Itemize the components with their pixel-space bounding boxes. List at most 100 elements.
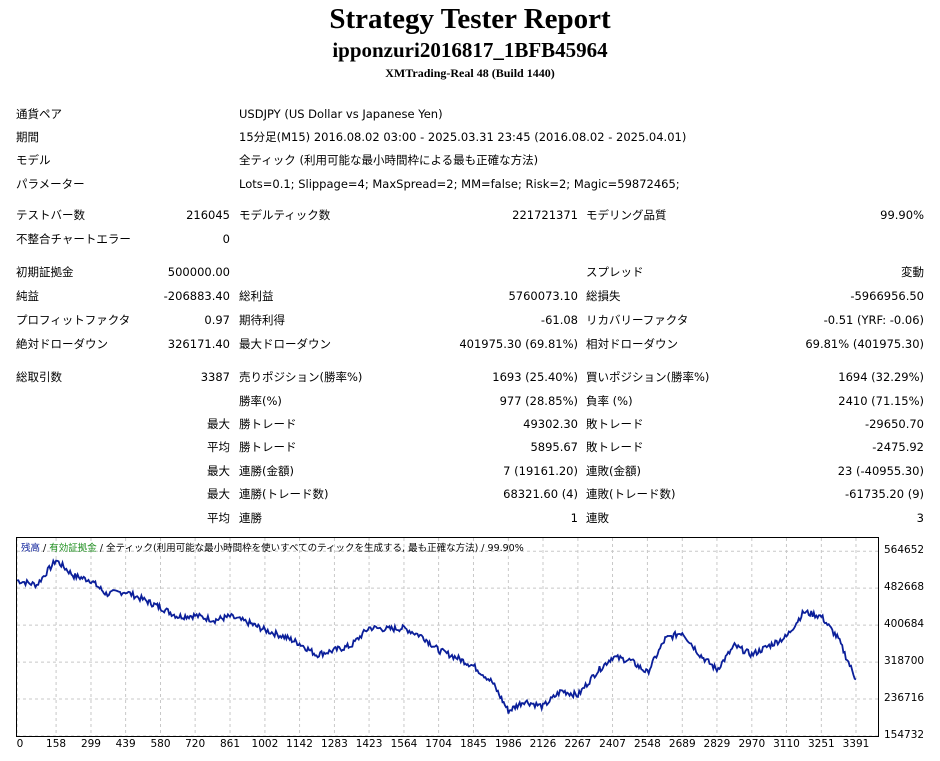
profit-factor-label: プロフィットファクタ: [16, 313, 131, 327]
model-label: モデル: [16, 153, 51, 167]
largest-loss-label: 敗トレード: [586, 417, 644, 431]
ticks-value: 221721371: [512, 208, 578, 222]
recovery-factor-label: リカバリーファクタ: [586, 313, 689, 327]
recovery-factor-value: -0.51 (YRF: -0.06): [823, 313, 924, 327]
absolute-drawdown-label: 絶対ドローダウン: [16, 337, 108, 351]
balance-series-line: [17, 558, 857, 714]
report-title: Strategy Tester Report: [329, 3, 611, 35]
y-tick-label: 318700: [884, 655, 925, 668]
y-tick-label: 236716: [884, 692, 925, 705]
x-tick-label: 2689: [668, 738, 696, 750]
x-tick-label: 3391: [842, 738, 870, 750]
y-tick-label: 154732: [884, 729, 925, 741]
gross-loss-label: 総損失: [586, 289, 621, 303]
consecutive-wins-amount-value: 7 (19161.20): [503, 464, 578, 478]
chart-legend: 残高 / 有効証拠金 / 全ティック(利用可能な最小時間枠を使いすべてのティック…: [21, 543, 524, 554]
period-label: 期間: [16, 130, 39, 144]
expected-payoff-value: -61.08: [540, 313, 578, 327]
net-profit-value: -206883.40: [163, 289, 230, 303]
pair-label: 通貨ペア: [16, 107, 62, 121]
x-tick-label: 158: [46, 738, 67, 750]
y-tick-label: 400684: [884, 618, 925, 631]
x-tick-label: 2829: [703, 738, 731, 750]
bars-label: テストバー数: [16, 208, 85, 222]
expected-payoff-label: 期待利得: [239, 313, 285, 327]
x-tick-label: 2267: [564, 738, 592, 750]
balance-chart: 残高 / 有効証拠金 / 全ティック(利用可能な最小時間枠を使いすべてのティック…: [16, 537, 879, 737]
server-build: XMTrading-Real 48 (Build 1440): [385, 66, 555, 80]
consecutive-wins-count-label: 連勝(トレード数): [239, 487, 329, 501]
x-tick-label: 2407: [599, 738, 626, 750]
maximal-drawdown-value: 401975.30 (69.81%): [459, 337, 578, 351]
deposit-label: 初期証拠金: [16, 265, 74, 279]
win-rate-label: 勝率(%): [239, 394, 282, 408]
relative-drawdown-value: 69.81% (401975.30): [805, 337, 924, 351]
y-tick-label: 564652: [884, 544, 925, 557]
gross-profit-label: 総利益: [239, 289, 274, 303]
x-tick-label: 2548: [634, 738, 661, 750]
profit-factor-value: 0.97: [204, 313, 230, 327]
gross-loss-value: -5966956.50: [850, 289, 924, 303]
ticks-label: モデルティック数: [239, 208, 331, 222]
largest-loss-value: -29650.70: [864, 417, 924, 431]
consecutive-losses-amount-value: 23 (-40955.30): [837, 464, 924, 478]
y-tick-label: 482668: [884, 581, 925, 594]
average-consecutive-wins-value: 1: [570, 511, 578, 525]
params-label: パラメーター: [16, 177, 85, 191]
average-prefix: 平均: [207, 440, 230, 454]
x-tick-label: 1423: [355, 738, 383, 750]
x-tick-label: 861: [219, 738, 241, 750]
consecutive-losses-count-label: 連敗(トレード数): [586, 487, 676, 501]
x-tick-label: 2970: [738, 738, 766, 750]
deposit-value: 500000.00: [167, 265, 230, 279]
expert-name: ipponzuri2016817_1BFB45964: [332, 38, 608, 62]
x-tick-label: 1845: [460, 738, 487, 750]
average-win-value: 5895.67: [530, 440, 578, 454]
total-trades-value: 3387: [200, 370, 230, 384]
consecutive-losses-amount-label: 連敗(金額): [586, 464, 641, 478]
x-tick-label: 439: [115, 738, 136, 750]
x-tick-label: 580: [150, 738, 171, 750]
x-tick-label: 3110: [773, 738, 800, 750]
bars-value: 216045: [186, 208, 230, 222]
legend-equity: 有効証拠金: [49, 543, 97, 554]
average-consecutive-losses-label: 連敗: [586, 511, 609, 525]
x-tick-label: 1564: [390, 738, 418, 750]
spread-value: 変動: [901, 265, 924, 279]
quality-label: モデリング品質: [586, 208, 667, 222]
legend-model-quality: / 全ティック(利用可能な最小時間枠を使いすべてのティックを生成する, 最も正確…: [96, 543, 524, 554]
mismatch-value: 0: [222, 232, 230, 246]
mismatch-label: 不整合チャートエラー: [16, 232, 131, 246]
loss-rate-value: 2410 (71.15%): [838, 394, 924, 408]
x-tick-label: 299: [80, 738, 101, 750]
consecutive-wins-amount-label: 連勝(金額): [239, 464, 294, 478]
x-tick-label: 1283: [321, 738, 348, 750]
model-value: 全ティック (利用可能な最小時間枠による最も正確な方法): [239, 153, 539, 167]
gross-profit-value: 5760073.10: [508, 289, 578, 303]
largest-win-label: 勝トレード: [239, 417, 297, 431]
pair-value: USDJPY (US Dollar vs Japanese Yen): [239, 107, 443, 121]
x-tick-label: 1002: [251, 738, 279, 750]
consecutive-wins-count-value: 68321.60 (4): [503, 487, 578, 501]
x-tick-label: 0: [16, 738, 24, 750]
max-consecutive-prefix: 最大: [207, 464, 230, 478]
x-tick-label: 1986: [494, 738, 522, 750]
x-tick-label: 720: [185, 738, 206, 750]
short-positions-label: 売りポジション(勝率%): [239, 370, 363, 384]
quality-value: 99.90%: [880, 208, 924, 222]
loss-rate-label: 負率 (%): [586, 394, 633, 408]
maximal-drawdown-label: 最大ドローダウン: [239, 337, 331, 351]
average-loss-value: -2475.92: [872, 440, 924, 454]
average-consecutive-wins-label: 連勝: [239, 511, 262, 525]
x-tick-label: 1704: [425, 738, 452, 750]
legend-balance: 残高: [21, 543, 41, 554]
relative-drawdown-label: 相対ドローダウン: [586, 337, 678, 351]
average-consecutive-losses-value: 3: [916, 511, 924, 525]
long-positions-label: 買いポジション(勝率%): [586, 370, 710, 384]
total-trades-label: 総取引数: [16, 370, 62, 384]
params-value: Lots=0.1; Slippage=4; MaxSpread=2; MM=fa…: [239, 177, 680, 191]
net-profit-label: 純益: [16, 289, 39, 303]
max-consecutive-count-prefix: 最大: [207, 487, 230, 501]
average-consecutive-prefix: 平均: [207, 511, 230, 525]
absolute-drawdown-value: 326171.40: [167, 337, 230, 351]
